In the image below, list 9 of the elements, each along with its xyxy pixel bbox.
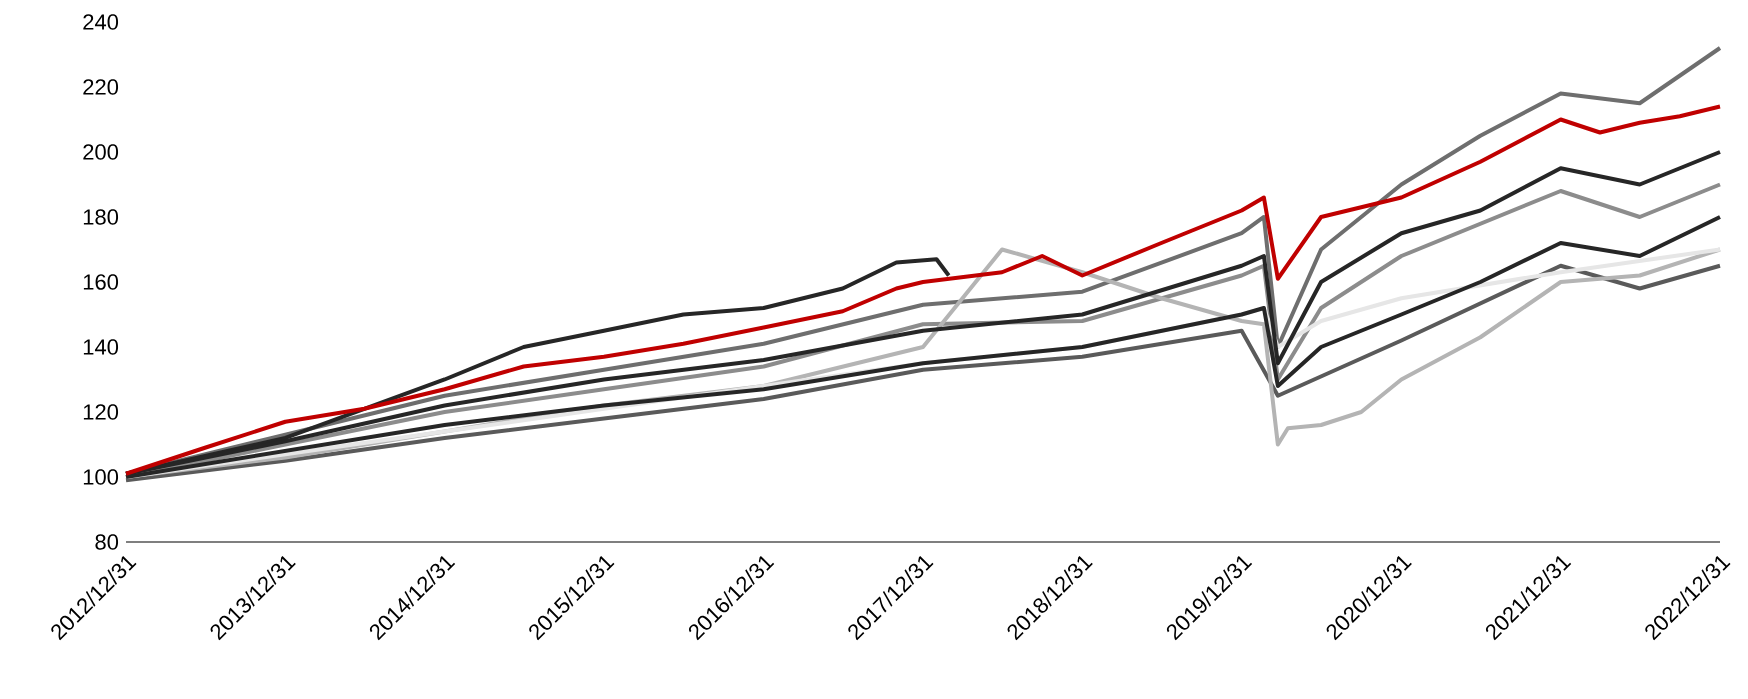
y-tick-label: 180	[83, 209, 119, 225]
y-tick-label: 140	[83, 339, 119, 355]
y-tick-label: 160	[83, 274, 119, 290]
y-tick-label: 200	[83, 144, 119, 160]
y-tick-label: 120	[83, 404, 119, 420]
y-tick-label: 240	[83, 14, 119, 30]
y-tick-label: 220	[83, 79, 119, 95]
y-tick-label: 80	[95, 534, 119, 550]
y-tick-label: 100	[83, 469, 119, 485]
